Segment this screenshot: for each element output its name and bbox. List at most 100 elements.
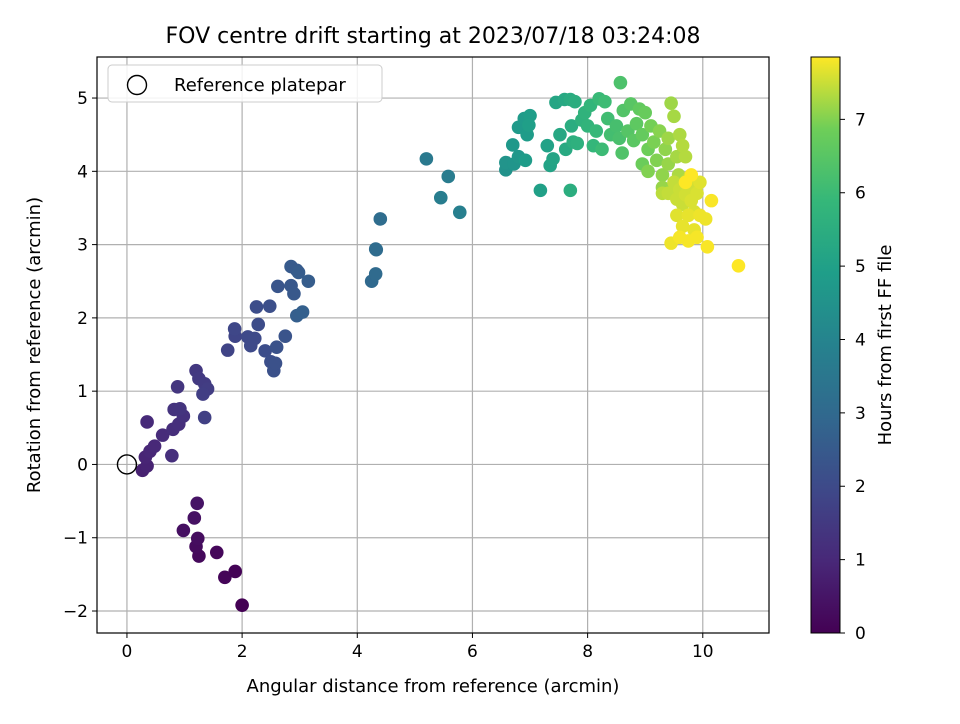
y-tick-label: −1 — [63, 529, 88, 549]
data-point — [155, 428, 170, 442]
y-tick-label: 3 — [77, 236, 88, 256]
x-tick-label: 2 — [237, 642, 248, 662]
data-point — [563, 183, 578, 198]
x-axis-label: Angular distance from reference (arcmin) — [247, 676, 620, 697]
data-point — [140, 415, 154, 429]
data-point — [568, 94, 582, 109]
data-point — [647, 135, 661, 149]
x-axis-ticks: 0 2 4 6 8 10 — [122, 633, 714, 662]
data-point — [655, 168, 670, 182]
colorbar-tick-label: 0 — [855, 624, 866, 644]
y-tick-label: 5 — [77, 89, 88, 109]
data-point — [589, 124, 604, 138]
plot-frame — [96, 56, 770, 634]
x-tick-label: 4 — [352, 642, 363, 662]
colorbar-tick-label: 2 — [855, 477, 866, 497]
data-point — [251, 317, 266, 332]
data-point — [147, 439, 162, 453]
data-point — [546, 152, 560, 166]
reference-platepar-marker — [116, 454, 138, 475]
data-point — [505, 138, 520, 152]
data-point — [595, 142, 609, 157]
data-point — [441, 169, 456, 184]
colorbar-tick-label: 3 — [855, 404, 866, 424]
data-point — [452, 205, 467, 220]
data-point — [269, 340, 284, 354]
data-point — [190, 496, 204, 511]
data-point — [176, 523, 191, 538]
data-point — [553, 127, 567, 142]
colorbar-tick-label: 7 — [855, 110, 866, 130]
data-point — [247, 331, 262, 346]
data-point — [731, 259, 746, 273]
data-point — [598, 94, 612, 109]
data-point — [278, 329, 293, 344]
data-point — [258, 344, 272, 358]
data-point — [690, 230, 704, 245]
data-point — [661, 131, 676, 146]
colorbar-tick-label: 5 — [855, 257, 866, 277]
data-point — [209, 545, 224, 560]
data-point — [700, 240, 715, 254]
data-point — [249, 300, 264, 314]
legend-marker-icon — [126, 74, 148, 96]
data-point — [271, 279, 285, 294]
data-point — [196, 387, 210, 401]
data-point — [540, 138, 555, 153]
data-point — [268, 356, 283, 371]
data-point — [658, 142, 673, 157]
data-point — [228, 564, 243, 579]
data-point — [291, 265, 306, 280]
data-point — [564, 119, 579, 133]
data-points — [135, 75, 746, 612]
data-point — [190, 531, 205, 546]
x-tick-label: 10 — [692, 642, 714, 662]
colorbar-label: Hours from first FF file — [875, 245, 896, 446]
data-point — [518, 153, 533, 168]
colorbar: 0 1 2 3 4 5 6 7 Hours from first FF file — [810, 56, 896, 644]
data-point — [690, 186, 704, 201]
y-axis-ticks: −2 −1 0 1 2 3 4 5 — [63, 89, 97, 622]
data-point — [522, 118, 536, 132]
legend-box — [107, 64, 383, 103]
data-point — [187, 511, 202, 525]
data-point — [262, 299, 277, 313]
data-point — [649, 153, 664, 168]
chart-title: FOV centre drift starting at 2023/07/18 … — [166, 24, 701, 49]
data-point — [165, 448, 179, 463]
data-point — [301, 274, 316, 289]
data-point — [635, 127, 650, 142]
legend-entry-reference: Reference platepar — [174, 75, 346, 96]
data-point — [667, 109, 681, 124]
colorbar-tick-label: 1 — [855, 551, 866, 571]
data-point — [419, 152, 434, 166]
x-tick-label: 8 — [582, 642, 593, 662]
data-point — [675, 219, 690, 234]
y-tick-label: 1 — [77, 382, 88, 402]
data-point — [641, 164, 655, 179]
data-point — [615, 146, 629, 160]
colorbar-gradient — [810, 56, 841, 634]
data-point — [295, 305, 310, 319]
data-point — [218, 570, 232, 585]
data-point — [570, 136, 585, 151]
y-tick-label: −2 — [63, 602, 88, 622]
x-tick-label: 0 — [122, 642, 133, 662]
x-tick-label: 6 — [467, 642, 478, 662]
data-point — [235, 598, 249, 612]
data-point — [670, 208, 684, 223]
colorbar-tick-label: 4 — [855, 330, 866, 350]
data-point — [613, 75, 628, 90]
data-point — [220, 343, 235, 357]
data-point — [373, 212, 388, 226]
colorbar-tick-label: 6 — [855, 184, 866, 204]
data-point — [664, 96, 678, 110]
data-point — [675, 138, 690, 153]
y-tick-label: 2 — [77, 309, 88, 329]
data-point — [704, 193, 719, 208]
data-point — [698, 212, 713, 226]
colorbar-ticks: 0 1 2 3 4 5 6 7 — [840, 110, 866, 644]
data-point — [533, 183, 548, 198]
